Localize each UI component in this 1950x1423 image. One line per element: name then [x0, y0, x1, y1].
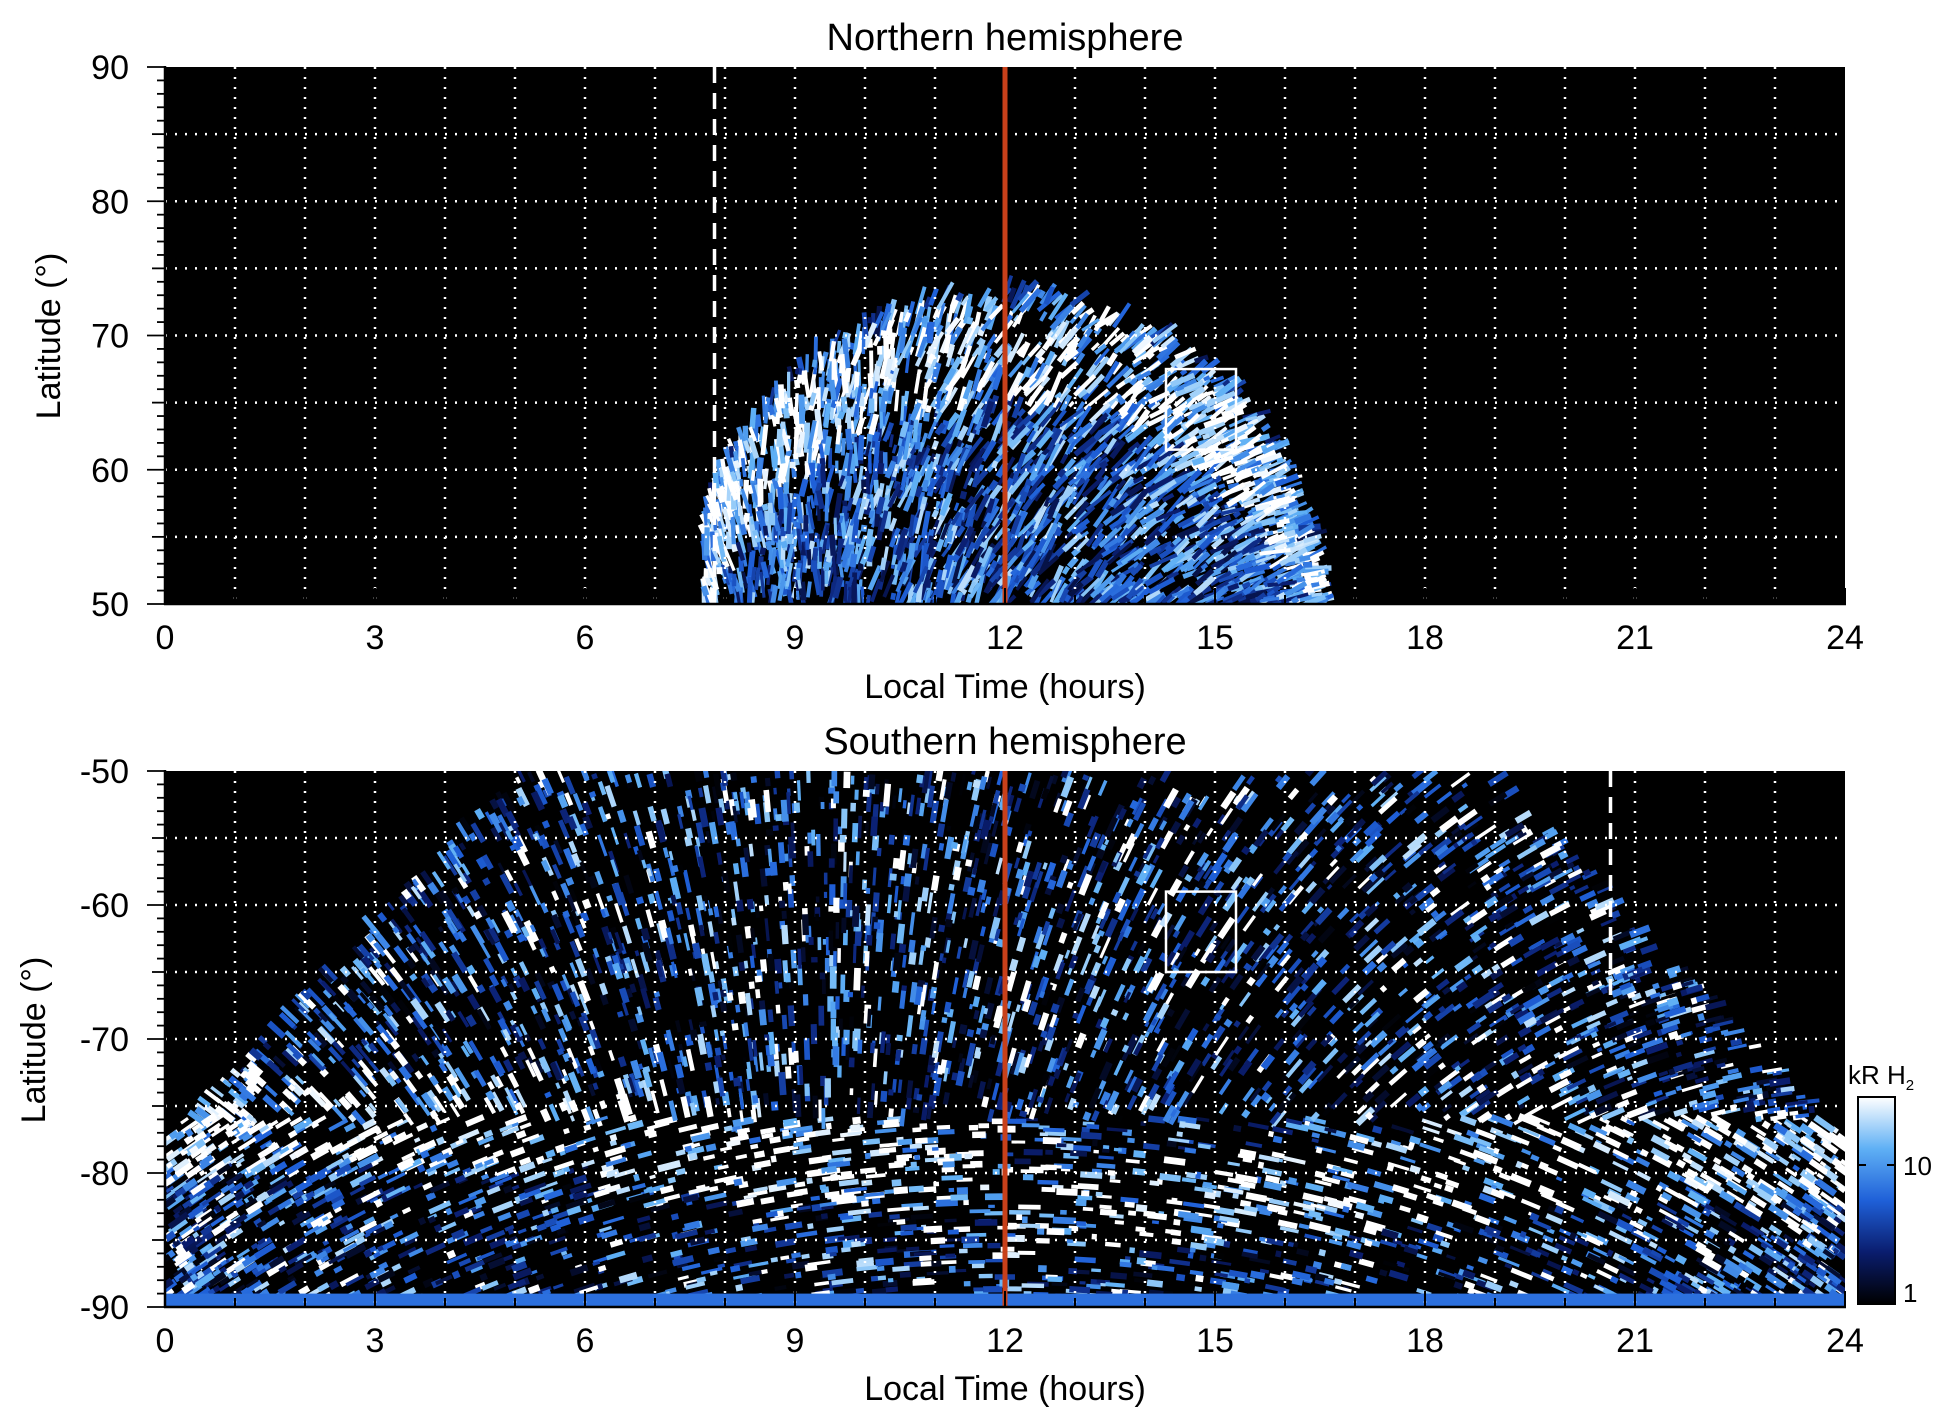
southern-ylabel: Latitude (°) — [15, 957, 53, 1124]
x-tick-label: 9 — [786, 619, 805, 657]
colorbar-tick-label-1: 1 — [1903, 1278, 1917, 1308]
x-tick-label: 6 — [576, 1322, 595, 1360]
y-tick-label: 80 — [91, 183, 129, 221]
northern-xlabel: Local Time (hours) — [864, 668, 1146, 706]
y-tick-label: 90 — [91, 49, 129, 87]
x-tick-label: 21 — [1616, 1322, 1654, 1360]
x-tick-label: 18 — [1406, 619, 1444, 657]
colorbar-gradient — [1857, 1096, 1896, 1305]
southern-panel: Southern hemisphere 0 3 6 9 12 15 18 21 24 -90 -80… — [15, 721, 1864, 1408]
x-tick-label: 18 — [1406, 1322, 1444, 1360]
northern-emission-heatmap — [697, 275, 1335, 604]
y-tick-label: -80 — [80, 1155, 129, 1193]
y-tick-label: -60 — [80, 887, 129, 925]
x-tick-label: 0 — [156, 619, 175, 657]
northern-selection-box — [1164, 367, 1238, 451]
northern-panel: Northern hemisphere 0 3 6 9 12 15 18 21 24 50 60 70… — [30, 17, 1864, 706]
northern-ylabel: Latitude (°) — [30, 253, 68, 420]
x-tick-label: 24 — [1826, 1322, 1864, 1360]
southern-axes: 0 3 6 9 12 15 18 21 24 -90 -80 -70 -60 -50 — [80, 753, 1864, 1360]
northern-axes: 0 3 6 9 12 15 18 21 24 50 60 70 80 90 — [91, 49, 1864, 657]
colorbar: kR H2 10 1 — [1848, 1060, 1932, 1308]
southern-noon-line — [1002, 771, 1613, 1307]
x-tick-label: 3 — [366, 619, 385, 657]
selection-box — [1164, 890, 1238, 974]
colorbar-label: kR H2 — [1848, 1060, 1914, 1094]
northern-noon-line — [712, 67, 1008, 604]
x-tick-label: 9 — [786, 1322, 805, 1360]
northern-title: Northern hemisphere — [827, 17, 1184, 59]
x-tick-label: 21 — [1616, 619, 1654, 657]
x-tick-label: 12 — [986, 1322, 1024, 1360]
southern-selection-box — [1164, 890, 1238, 974]
x-tick-label: 15 — [1196, 619, 1234, 657]
x-tick-label: 6 — [576, 619, 595, 657]
x-tick-label: 12 — [986, 619, 1024, 657]
y-tick-label: 70 — [91, 318, 129, 356]
x-tick-label: 3 — [366, 1322, 385, 1360]
x-tick-label: 15 — [1196, 1322, 1234, 1360]
y-tick-label: -90 — [80, 1289, 129, 1327]
x-tick-label: 24 — [1826, 619, 1864, 657]
y-tick-label: 50 — [91, 586, 129, 624]
x-tick-label: 0 — [156, 1322, 175, 1360]
y-tick-label: 60 — [91, 452, 129, 490]
southern-xlabel: Local Time (hours) — [864, 1370, 1146, 1408]
colorbar-tick-label-10: 10 — [1903, 1151, 1932, 1181]
selection-box — [1164, 367, 1238, 451]
southern-title: Southern hemisphere — [823, 721, 1186, 763]
y-tick-label: -50 — [80, 753, 129, 791]
y-tick-label: -70 — [80, 1021, 129, 1059]
